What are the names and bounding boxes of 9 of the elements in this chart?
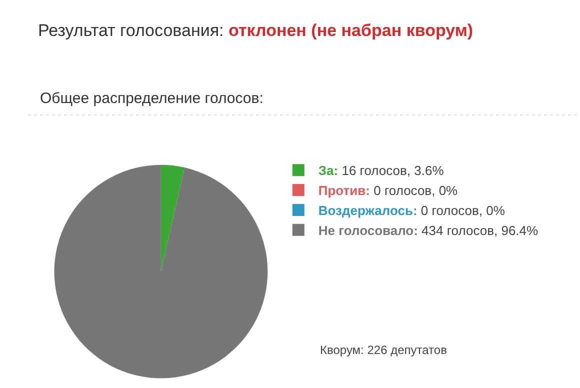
pie-slice <box>54 164 268 378</box>
pie-slice <box>160 164 185 272</box>
chart-title: Результат голосования: отклонен (не набран кворум) <box>38 20 474 40</box>
legend-label: Воздержалось: 0 голосов, 0% <box>318 203 506 218</box>
text: Кворум: 226 депутатов <box>320 343 447 357</box>
legend-label: Не голосовало: 434 голосов, 96.4% <box>318 222 539 238</box>
chart-subtitle: Общее распределение голосов: <box>40 90 264 107</box>
legend-label: За: 16 голосов, 3.6% <box>318 163 444 178</box>
legend-label: Против: 0 голосов, 0% <box>318 183 458 198</box>
